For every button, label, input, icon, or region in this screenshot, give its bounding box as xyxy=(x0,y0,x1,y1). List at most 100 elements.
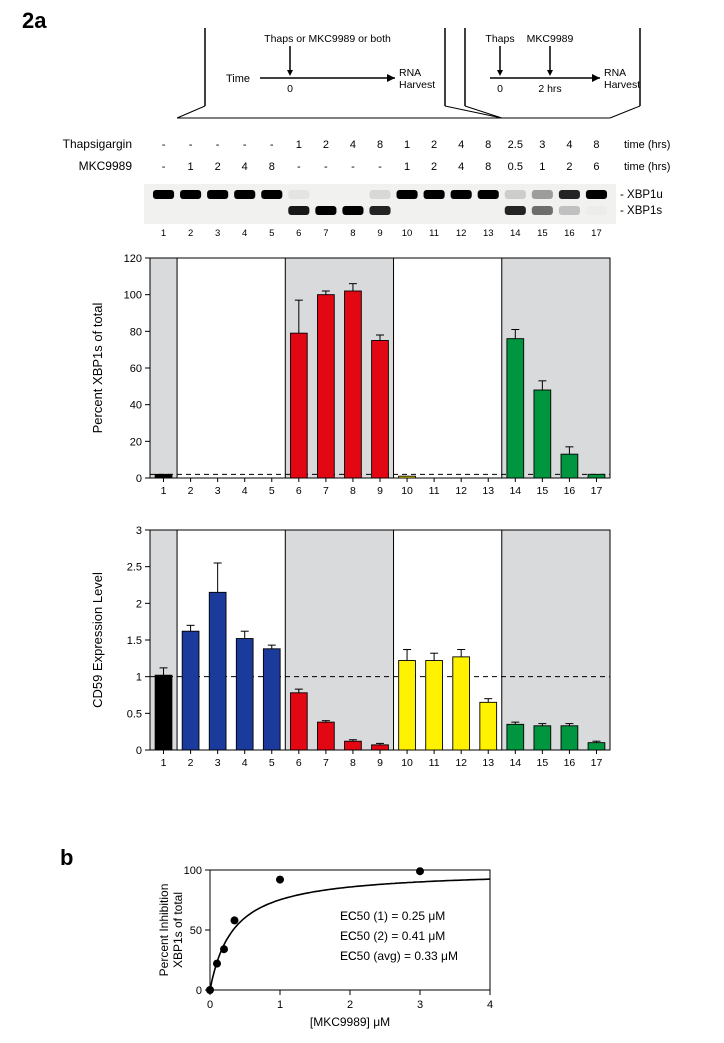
svg-text:EC50 (avg) = 0.33 μM: EC50 (avg) = 0.33 μM xyxy=(340,949,458,963)
svg-text:2 hrs: 2 hrs xyxy=(538,83,561,95)
svg-text:3: 3 xyxy=(417,999,423,1011)
svg-text:2: 2 xyxy=(215,161,221,173)
svg-text:13: 13 xyxy=(483,228,494,239)
svg-text:-: - xyxy=(243,139,247,151)
svg-text:1: 1 xyxy=(404,161,410,173)
svg-text:20: 20 xyxy=(130,436,142,448)
svg-text:0: 0 xyxy=(287,83,293,95)
svg-text:100: 100 xyxy=(184,865,202,877)
svg-text:Time: Time xyxy=(226,73,250,85)
svg-text:2: 2 xyxy=(347,999,353,1011)
svg-text:1: 1 xyxy=(404,139,410,151)
svg-text:9: 9 xyxy=(377,485,383,497)
svg-text:CD59 Expression Level: CD59 Expression Level xyxy=(90,572,105,708)
svg-text:-: - xyxy=(297,161,301,173)
svg-text:Percent XBP1s of total: Percent XBP1s of total xyxy=(90,302,105,433)
svg-text:-: - xyxy=(162,161,166,173)
svg-text:14: 14 xyxy=(509,757,521,769)
svg-text:10: 10 xyxy=(402,228,413,239)
figure-svg: Thaps or MKC9989 or bothTime0RNAHarvestT… xyxy=(0,0,724,1043)
svg-text:60: 60 xyxy=(130,363,142,375)
svg-text:4: 4 xyxy=(242,757,248,769)
svg-text:1: 1 xyxy=(188,161,194,173)
figure-label-2a: 2a xyxy=(22,8,46,34)
svg-text:time (hrs): time (hrs) xyxy=(624,139,670,151)
svg-text:10: 10 xyxy=(401,485,413,497)
svg-text:9: 9 xyxy=(377,757,383,769)
svg-text:15: 15 xyxy=(537,485,549,497)
svg-text:3: 3 xyxy=(136,525,142,537)
svg-text:8: 8 xyxy=(350,485,356,497)
svg-text:13: 13 xyxy=(482,757,494,769)
svg-text:-: - xyxy=(378,161,382,173)
svg-text:11: 11 xyxy=(429,228,439,239)
svg-text:4: 4 xyxy=(242,485,248,497)
svg-text:2: 2 xyxy=(323,139,329,151)
svg-text:4: 4 xyxy=(458,139,464,151)
svg-text:11: 11 xyxy=(429,485,440,497)
svg-text:5: 5 xyxy=(269,228,274,239)
svg-text:Thaps or MKC9989 or both: Thaps or MKC9989 or both xyxy=(264,33,391,45)
svg-text:4: 4 xyxy=(242,228,247,239)
svg-text:40: 40 xyxy=(130,400,142,412)
svg-text:2: 2 xyxy=(188,228,193,239)
svg-text:Harvest: Harvest xyxy=(604,79,640,91)
svg-text:RNA: RNA xyxy=(604,67,626,79)
svg-text:7: 7 xyxy=(323,757,329,769)
svg-text:11: 11 xyxy=(429,757,440,769)
svg-text:MKC9989: MKC9989 xyxy=(79,159,133,173)
svg-text:2: 2 xyxy=(566,161,572,173)
svg-text:50: 50 xyxy=(190,925,202,937)
svg-text:6: 6 xyxy=(296,485,302,497)
svg-text:13: 13 xyxy=(482,485,494,497)
svg-text:1: 1 xyxy=(296,139,302,151)
svg-text:0: 0 xyxy=(136,473,142,485)
svg-text:2: 2 xyxy=(136,598,142,610)
svg-text:120: 120 xyxy=(124,253,142,265)
svg-text:3: 3 xyxy=(539,139,545,151)
svg-text:12: 12 xyxy=(455,757,467,769)
svg-text:2: 2 xyxy=(431,161,437,173)
figure-label-b: b xyxy=(60,845,73,871)
svg-text:8: 8 xyxy=(377,139,383,151)
svg-text:3: 3 xyxy=(215,485,221,497)
svg-text:17: 17 xyxy=(591,757,603,769)
svg-text:8: 8 xyxy=(350,228,355,239)
svg-text:80: 80 xyxy=(130,326,142,338)
svg-text:2: 2 xyxy=(188,757,194,769)
svg-text:Harvest: Harvest xyxy=(399,79,435,91)
svg-text:Percent Inhibition: Percent Inhibition xyxy=(157,884,171,977)
svg-text:5: 5 xyxy=(269,757,275,769)
svg-text:1: 1 xyxy=(539,161,545,173)
svg-text:17: 17 xyxy=(591,228,602,239)
svg-text:4: 4 xyxy=(566,139,572,151)
svg-text:RNA: RNA xyxy=(399,67,421,79)
svg-text:16: 16 xyxy=(564,485,576,497)
svg-text:XBP1s of total: XBP1s of total xyxy=(171,892,185,968)
svg-text:8: 8 xyxy=(269,161,275,173)
svg-text:1: 1 xyxy=(161,757,167,769)
svg-text:7: 7 xyxy=(323,228,328,239)
svg-text:1: 1 xyxy=(161,228,166,239)
svg-text:- XBP1s: - XBP1s xyxy=(620,205,662,217)
svg-text:4: 4 xyxy=(350,139,356,151)
svg-text:2.5: 2.5 xyxy=(127,562,142,574)
svg-text:8: 8 xyxy=(350,757,356,769)
svg-text:8: 8 xyxy=(593,139,599,151)
svg-text:1.5: 1.5 xyxy=(127,635,142,647)
svg-text:100: 100 xyxy=(124,290,142,302)
svg-text:0.5: 0.5 xyxy=(127,708,142,720)
svg-text:2.5: 2.5 xyxy=(508,139,523,151)
svg-text:9: 9 xyxy=(377,228,382,239)
svg-text:4: 4 xyxy=(458,161,464,173)
svg-text:4: 4 xyxy=(242,161,248,173)
svg-text:10: 10 xyxy=(401,757,413,769)
svg-text:1: 1 xyxy=(277,999,283,1011)
svg-text:Thapsigargin: Thapsigargin xyxy=(63,137,132,151)
svg-text:12: 12 xyxy=(456,228,467,239)
svg-text:-: - xyxy=(162,139,166,151)
svg-text:14: 14 xyxy=(509,485,521,497)
svg-text:0.5: 0.5 xyxy=(508,161,523,173)
svg-text:-: - xyxy=(189,139,193,151)
svg-text:1: 1 xyxy=(136,672,142,684)
